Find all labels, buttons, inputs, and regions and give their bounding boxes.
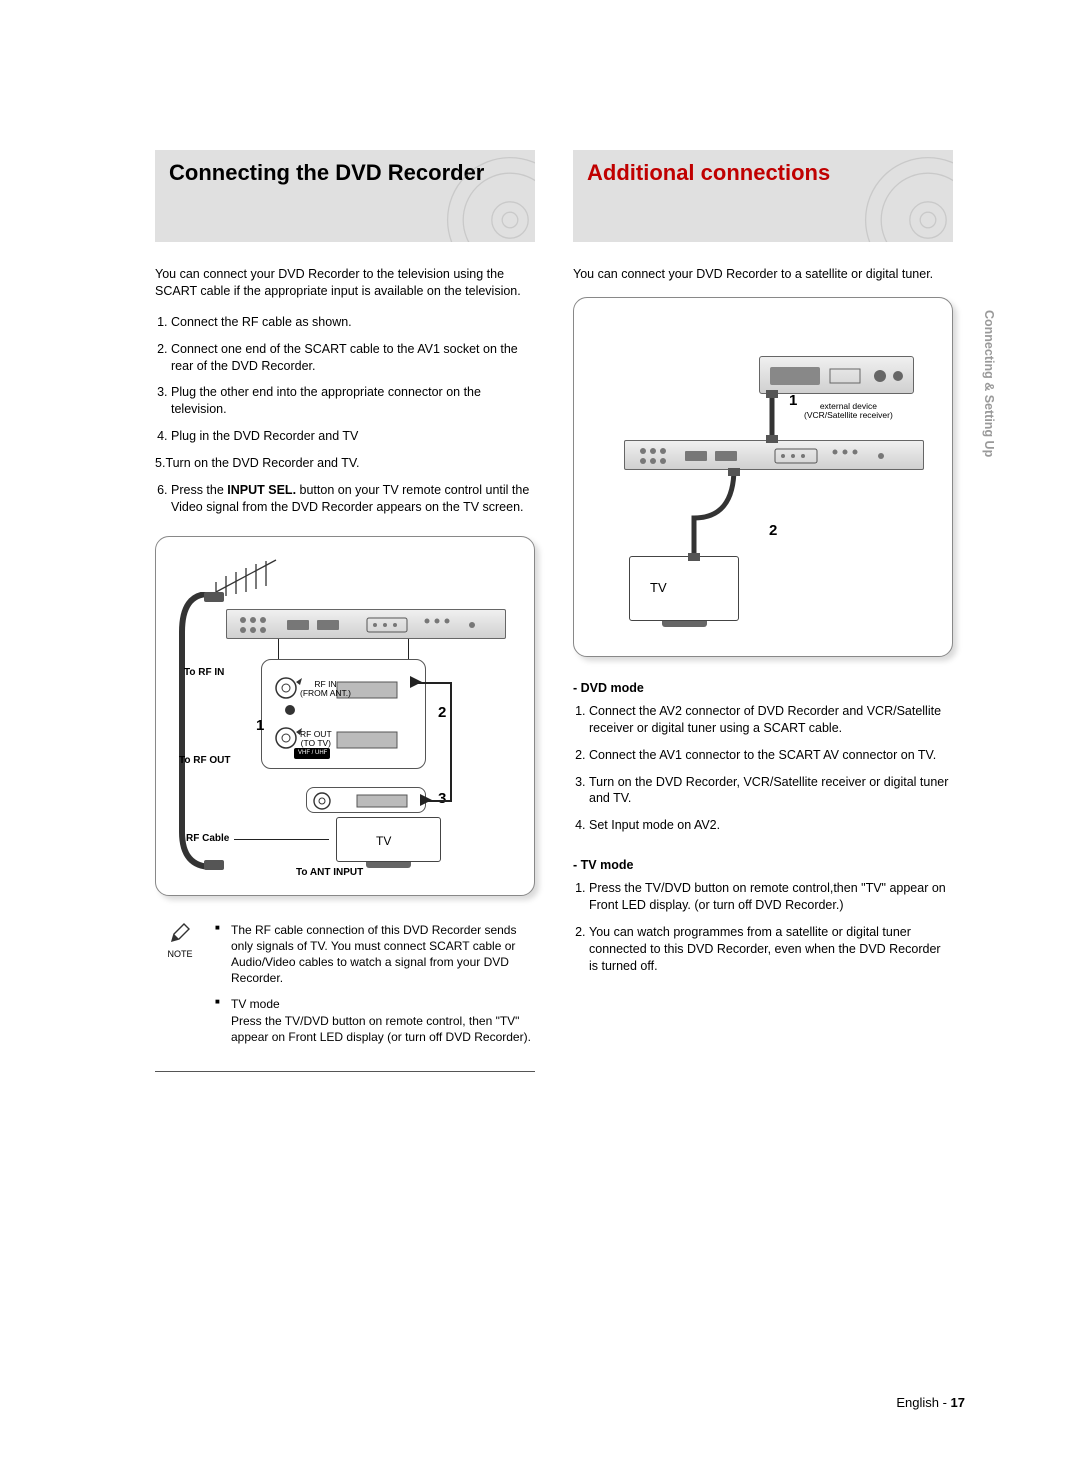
- note-pen-icon: [155, 922, 205, 949]
- step-item: Plug in the DVD Recorder and TV: [171, 428, 535, 445]
- note-block: NOTE The RF cable connection of this DVD…: [155, 922, 535, 1072]
- step-item: Press the INPUT SEL. button on your TV r…: [171, 482, 535, 516]
- cable-1-icon: [762, 390, 782, 445]
- rf-out-label: RF OUT (TO TV): [300, 730, 332, 749]
- rf-cable-icon: [174, 592, 229, 872]
- tv-label-2: TV: [650, 580, 667, 595]
- tv-mode-heading: - TV mode: [573, 858, 953, 872]
- left-heading-box: Connecting the DVD Recorder: [155, 150, 535, 242]
- right-column: Additional connections You can connect y…: [573, 150, 953, 1072]
- note-icon-column: NOTE: [155, 922, 205, 1055]
- side-tab: Connecting & Setting Up: [982, 310, 996, 457]
- right-heading-box: Additional connections: [573, 150, 953, 242]
- page-footer: English - 17: [896, 1395, 965, 1410]
- to-ant-input-label: To ANT INPUT: [296, 867, 363, 878]
- right-diagram: external device (VCR/Satellite receiver): [573, 297, 953, 657]
- tv-mode-steps: Press the TV/DVD button on remote contro…: [573, 880, 953, 974]
- disc-decoration-icon: [863, 155, 953, 242]
- ext-device-label: external device (VCR/Satellite receiver): [804, 402, 893, 421]
- note-item: The RF cable connection of this DVD Reco…: [215, 922, 535, 987]
- step-item: Connect the AV2 connector of DVD Recorde…: [589, 703, 953, 737]
- note-label: NOTE: [155, 949, 205, 959]
- note-item: TV mode Press the TV/DVD button on remot…: [215, 996, 535, 1045]
- antenna-icon: [211, 552, 291, 597]
- step-item: Plug the other end into the appropriate …: [171, 384, 535, 418]
- left-intro: You can connect your DVD Recorder to the…: [155, 266, 535, 300]
- to-rf-in-label: To RF IN: [184, 667, 224, 678]
- footer-lang: English -: [896, 1395, 950, 1410]
- diagram-num-3: 3: [438, 790, 446, 807]
- to-rf-out-label: To RF OUT: [179, 755, 230, 766]
- page-number: 17: [951, 1395, 965, 1410]
- step-item: Connect the AV1 connector to the SCART A…: [589, 747, 953, 764]
- tv-device-2: [629, 556, 739, 621]
- rf-cable-label: RF Cable: [186, 833, 229, 844]
- step-item: Turn on the DVD Recorder, VCR/Satellite …: [589, 774, 953, 808]
- vhf-uhf-label: VHF / UHF: [298, 750, 327, 757]
- external-device: [759, 356, 914, 394]
- dvd-recorder-rear: [226, 609, 506, 639]
- diagram2-num-1: 1: [789, 392, 797, 409]
- diagram-num-2: 2: [438, 704, 446, 721]
- step-item: Set Input mode on AV2.: [589, 817, 953, 834]
- step-item: 5.Turn on the DVD Recorder and TV.: [155, 455, 535, 472]
- left-steps: Connect the RF cable as shown. Connect o…: [155, 314, 535, 516]
- cable-2-icon: [684, 468, 754, 563]
- left-diagram: RF IN (FROM ANT.) RF OUT (TO TV) VHF / U…: [155, 536, 535, 896]
- step-item: Connect one end of the SCART cable to th…: [171, 341, 535, 375]
- note-items: The RF cable connection of this DVD Reco…: [205, 922, 535, 1055]
- left-column: Connecting the DVD Recorder You can conn…: [155, 150, 535, 1072]
- dvd-mode-steps: Connect the AV2 connector of DVD Recorde…: [573, 703, 953, 834]
- tv-label: TV: [376, 834, 391, 848]
- connector-callout: RF IN (FROM ANT.) RF OUT (TO TV) VHF / U…: [261, 659, 426, 769]
- right-intro: You can connect your DVD Recorder to a s…: [573, 266, 953, 283]
- scart-callout: [306, 787, 426, 813]
- diagram-num-1: 1: [256, 717, 264, 734]
- dvd-mode-heading: - DVD mode: [573, 681, 953, 695]
- step-item: Connect the RF cable as shown.: [171, 314, 535, 331]
- diagram2-num-2: 2: [769, 522, 777, 539]
- page-body: Connecting the DVD Recorder You can conn…: [0, 0, 1080, 1132]
- step-item: Press the TV/DVD button on remote contro…: [589, 880, 953, 914]
- step-item: You can watch programmes from a satellit…: [589, 924, 953, 975]
- rf-in-label: RF IN (FROM ANT.): [300, 680, 351, 699]
- disc-decoration-icon: [445, 155, 535, 242]
